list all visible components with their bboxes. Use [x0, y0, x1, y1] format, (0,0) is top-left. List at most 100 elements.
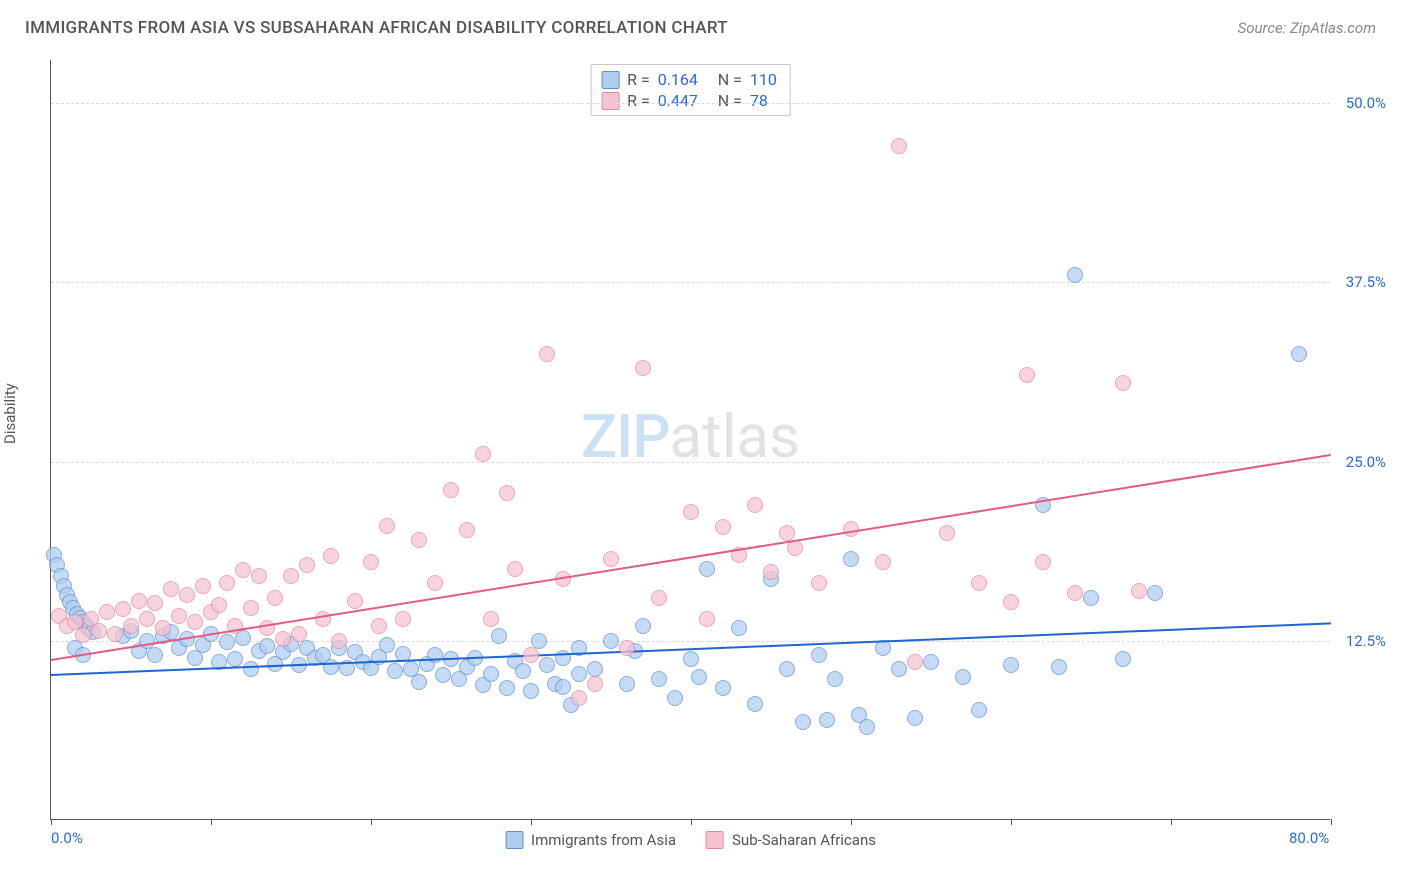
data-point: [1115, 651, 1131, 667]
data-point: [731, 620, 747, 636]
r-value: 0.447: [658, 91, 710, 110]
data-point: [443, 482, 459, 498]
data-point: [539, 346, 555, 362]
data-point: [323, 548, 339, 564]
data-point: [1051, 659, 1067, 675]
stats-row: R =0.164N =110: [601, 69, 780, 90]
y-tick-label: 12.5%: [1346, 632, 1386, 650]
data-point: [587, 676, 603, 692]
source-attribution: Source: ZipAtlas.com: [1238, 19, 1376, 37]
r-label: R =: [627, 91, 650, 110]
data-point: [267, 590, 283, 606]
data-point: [483, 611, 499, 627]
gridline: [51, 462, 1330, 463]
legend-label: Immigrants from Asia: [531, 831, 676, 849]
data-point: [491, 628, 507, 644]
data-point: [379, 637, 395, 653]
data-point: [827, 671, 843, 687]
data-point: [147, 595, 163, 611]
data-point: [891, 138, 907, 154]
data-point: [683, 651, 699, 667]
data-point: [1147, 585, 1163, 601]
data-point: [91, 623, 107, 639]
data-point: [1067, 267, 1083, 283]
data-point: [379, 518, 395, 534]
data-point: [147, 647, 163, 663]
data-point: [1003, 657, 1019, 673]
legend-swatch: [601, 71, 619, 89]
data-point: [459, 522, 475, 538]
chart-title: IMMIGRANTS FROM ASIA VS SUBSAHARAN AFRIC…: [25, 18, 728, 38]
r-label: R =: [627, 70, 650, 89]
data-point: [171, 608, 187, 624]
chart-header: IMMIGRANTS FROM ASIA VS SUBSAHARAN AFRIC…: [0, 0, 1406, 48]
legend-item: Sub-Saharan Africans: [706, 831, 876, 849]
data-point: [99, 604, 115, 620]
x-tick: [1171, 819, 1172, 825]
data-point: [715, 680, 731, 696]
data-point: [275, 631, 291, 647]
data-point: [251, 568, 267, 584]
y-tick-label: 50.0%: [1346, 94, 1386, 112]
data-point: [427, 575, 443, 591]
data-point: [763, 564, 779, 580]
data-point: [619, 640, 635, 656]
data-point: [635, 360, 651, 376]
data-point: [619, 676, 635, 692]
data-point: [699, 561, 715, 577]
data-point: [571, 690, 587, 706]
data-point: [779, 661, 795, 677]
legend-swatch: [505, 831, 523, 849]
data-point: [891, 661, 907, 677]
data-point: [363, 554, 379, 570]
plot-area: ZIPatlas R =0.164N =110R =0.447N =78 Imm…: [50, 60, 1330, 820]
data-point: [411, 674, 427, 690]
data-point: [531, 633, 547, 649]
data-point: [699, 611, 715, 627]
data-point: [283, 568, 299, 584]
n-label: N =: [718, 91, 742, 110]
data-point: [1131, 583, 1147, 599]
data-point: [347, 593, 363, 609]
legend-label: Sub-Saharan Africans: [732, 831, 876, 849]
data-point: [507, 561, 523, 577]
data-point: [907, 710, 923, 726]
x-tick: [1011, 819, 1012, 825]
y-tick-label: 37.5%: [1346, 273, 1386, 291]
data-point: [1291, 346, 1307, 362]
x-tick-label: 80.0%: [1289, 829, 1329, 847]
x-tick-label: 0.0%: [51, 829, 83, 847]
data-point: [747, 497, 763, 513]
data-point: [219, 634, 235, 650]
data-point: [819, 712, 835, 728]
data-point: [475, 446, 491, 462]
data-point: [523, 683, 539, 699]
data-point: [795, 714, 811, 730]
data-point: [635, 618, 651, 634]
data-point: [131, 593, 147, 609]
data-point: [323, 659, 339, 675]
data-point: [155, 620, 171, 636]
series-legend: Immigrants from Asia Sub-Saharan Africans: [505, 831, 876, 849]
gridline: [51, 103, 1330, 104]
data-point: [811, 647, 827, 663]
legend-swatch: [706, 831, 724, 849]
data-point: [179, 587, 195, 603]
data-point: [371, 618, 387, 634]
data-point: [1019, 367, 1035, 383]
data-point: [603, 551, 619, 567]
x-tick: [691, 819, 692, 825]
y-axis-label: Disability: [1, 383, 19, 444]
data-point: [843, 551, 859, 567]
data-point: [539, 657, 555, 673]
n-value: 78: [750, 91, 780, 110]
data-point: [555, 679, 571, 695]
data-point: [235, 562, 251, 578]
data-point: [123, 618, 139, 634]
r-value: 0.164: [658, 70, 710, 89]
data-point: [603, 633, 619, 649]
data-point: [299, 557, 315, 573]
data-point: [1067, 585, 1083, 601]
chart-container: Disability ZIPatlas R =0.164N =110R =0.4…: [50, 60, 1370, 850]
data-point: [499, 485, 515, 501]
